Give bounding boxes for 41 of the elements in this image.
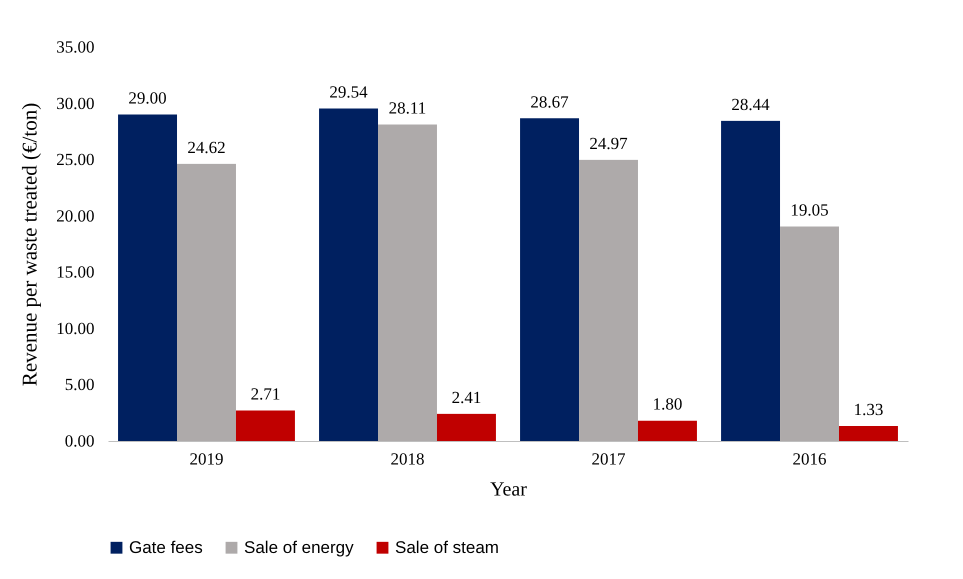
legend-label: Gate fees — [129, 538, 203, 557]
data-label: 19.05 — [790, 200, 829, 220]
bar — [177, 164, 236, 441]
x-tick-label: 2019 — [189, 450, 224, 468]
data-label: 29.00 — [128, 88, 167, 108]
data-label: 29.54 — [329, 82, 368, 102]
bar — [838, 426, 898, 441]
y-tick-label: 5.00 — [64, 375, 94, 394]
x-tick-label: 2017 — [592, 450, 626, 468]
bar — [520, 118, 580, 441]
y-tick-label: 20.00 — [56, 206, 94, 226]
bar — [378, 124, 437, 441]
data-label: 24.62 — [187, 138, 226, 157]
data-label: 2.71 — [250, 384, 280, 404]
data-label: 28.67 — [530, 92, 570, 112]
bar — [721, 120, 780, 441]
y-tick-label: 0.00 — [64, 432, 94, 450]
data-label: 28.44 — [731, 94, 770, 114]
data-label: 24.97 — [589, 134, 628, 153]
x-tick-label: 2018 — [390, 450, 424, 468]
x-axis-title: Year — [490, 478, 528, 500]
y-tick-label: 25.00 — [56, 150, 94, 170]
data-label: 1.80 — [652, 394, 682, 414]
legend-label: Sale of steam — [395, 538, 499, 557]
y-tick-label: 10.00 — [56, 318, 94, 338]
y-tick-label: 15.00 — [56, 262, 94, 282]
legend-label: Sale of energy — [244, 538, 354, 557]
y-tick-label: 30.00 — [56, 94, 94, 113]
data-label: 28.11 — [388, 98, 426, 118]
bar — [436, 414, 496, 441]
bar — [638, 420, 697, 441]
x-tick-label: 2016 — [792, 450, 827, 468]
bar — [118, 114, 178, 441]
data-label: 1.33 — [854, 400, 884, 420]
y-axis-title: Revenue per waste treated (€/ton) — [17, 102, 42, 386]
bar — [579, 160, 638, 441]
bar — [780, 226, 839, 441]
y-tick-label: 35.00 — [56, 38, 94, 56]
bar — [319, 108, 378, 441]
data-label: 2.41 — [452, 388, 482, 407]
bar — [236, 410, 295, 441]
